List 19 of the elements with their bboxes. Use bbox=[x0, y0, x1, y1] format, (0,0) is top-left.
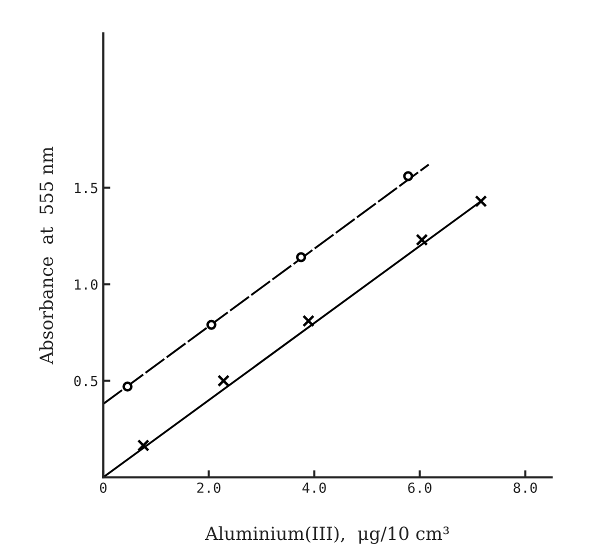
x-tick-label: 2.0 bbox=[197, 482, 220, 493]
y-tick-label: 0.5 bbox=[74, 376, 98, 386]
x-tick-label: 4.0 bbox=[302, 482, 326, 493]
y-tick-label: 1.0 bbox=[74, 279, 98, 290]
point bbox=[217, 374, 230, 387]
point bbox=[296, 252, 306, 262]
point bbox=[206, 320, 216, 330]
x-tick-label: 0 bbox=[100, 482, 107, 493]
point bbox=[403, 171, 414, 182]
x-tick-label: 8.0 bbox=[514, 482, 537, 493]
y-axis-title: Absorbance at 555 nm bbox=[39, 146, 54, 364]
y-tick-label: 1.5 bbox=[74, 182, 98, 194]
point bbox=[302, 314, 315, 328]
point bbox=[137, 439, 150, 452]
point bbox=[416, 234, 428, 246]
x-tick-label: 6.0 bbox=[408, 482, 432, 493]
point bbox=[122, 382, 133, 392]
x-axis-title: Aluminium(III), μg/10 cm³ bbox=[204, 526, 449, 544]
point bbox=[474, 195, 488, 208]
